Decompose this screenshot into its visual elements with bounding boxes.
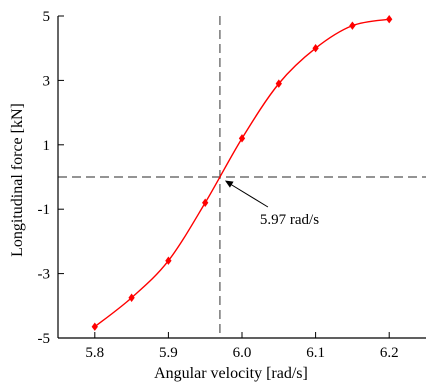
y-axis-label: Longitudinal force [kN] bbox=[9, 103, 26, 257]
y-tick-label: 3 bbox=[43, 73, 51, 89]
y-tick-label: -1 bbox=[38, 202, 51, 218]
x-tick-label: 6.1 bbox=[306, 345, 325, 361]
data-point bbox=[275, 79, 282, 88]
reference-lines bbox=[58, 16, 426, 338]
marker-layer bbox=[91, 15, 393, 331]
x-axis-label: Angular velocity [rad/s] bbox=[154, 365, 308, 382]
data-point bbox=[312, 44, 319, 53]
data-point bbox=[91, 322, 98, 331]
y-tick-label: 5 bbox=[43, 9, 51, 25]
annotation-label: 5.97 rad/s bbox=[260, 212, 319, 228]
annotation-arrow-line bbox=[226, 181, 269, 208]
annotation: 5.97 rad/s bbox=[224, 180, 319, 228]
y-tick-label: -5 bbox=[38, 331, 51, 347]
data-point bbox=[386, 15, 393, 24]
data-point bbox=[238, 134, 246, 143]
data-point bbox=[165, 256, 172, 265]
annotation-arrow-head bbox=[224, 180, 234, 188]
x-tick-label: 5.8 bbox=[85, 345, 104, 361]
data-point bbox=[349, 21, 356, 30]
y-tick-label: -3 bbox=[38, 267, 51, 283]
series-line bbox=[94, 18, 390, 328]
data-point bbox=[202, 198, 209, 207]
x-tick-label: 6.2 bbox=[380, 345, 399, 361]
x-tick-label: 5.9 bbox=[159, 345, 178, 361]
data-point bbox=[128, 293, 135, 302]
y-tick-label: 1 bbox=[43, 138, 51, 154]
series-layer bbox=[94, 18, 390, 328]
x-tick-label: 6.0 bbox=[233, 345, 252, 361]
ticks: 5.8 5.9 6.0 6.1 6.2 -5 -3 -1 1 3 5 bbox=[38, 9, 399, 361]
